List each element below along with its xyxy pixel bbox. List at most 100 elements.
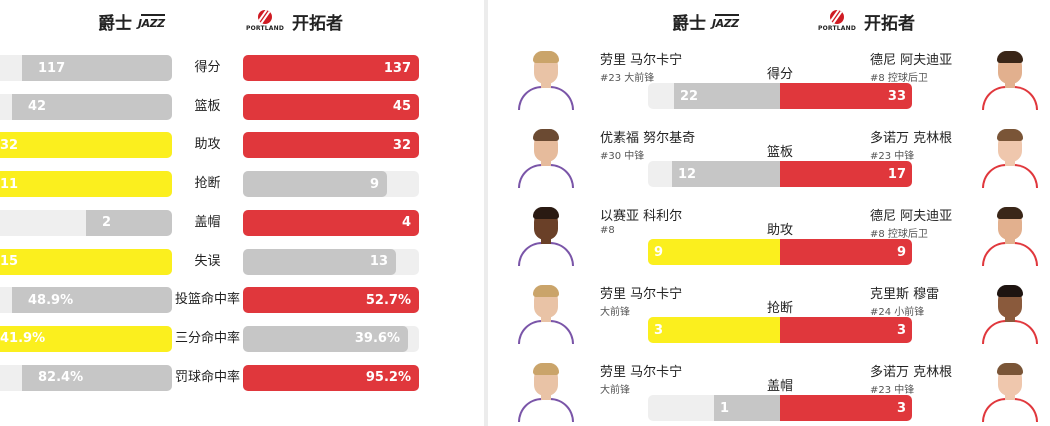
away-player-name[interactable]: 多诺万 克林根 bbox=[870, 365, 953, 380]
home-leader-bar: 22 bbox=[674, 83, 780, 109]
home-stat-bar: 82.4% bbox=[22, 364, 172, 391]
away-stat-bar: 9 bbox=[243, 171, 387, 198]
right-home-team-name: 爵士 bbox=[672, 13, 706, 34]
leader-row: 优素福 努尔基奇 #30 中锋 篮板 多诺万 克林根 #23 中锋 12 17 bbox=[510, 122, 1050, 200]
stat-label: 三分命中率 bbox=[174, 330, 240, 346]
home-player-meta: 大前锋 bbox=[600, 307, 630, 318]
portland-logo-icon: PORTLAND bbox=[818, 10, 856, 32]
away-player-name[interactable]: 德尼 阿夫迪亚 bbox=[870, 209, 953, 224]
stat-label: 罚球命中率 bbox=[174, 369, 240, 385]
away-player-name[interactable]: 克里斯 穆雷 bbox=[870, 287, 940, 302]
stat-row: 117 得分 137 bbox=[0, 55, 484, 81]
stat-row: 48.9% 投篮命中率 52.7% bbox=[0, 287, 484, 314]
home-stat-bar: 32 bbox=[0, 132, 172, 159]
collier-avatar bbox=[516, 206, 576, 266]
murray-avatar bbox=[980, 284, 1040, 344]
leader-stat-label: 盖帽 bbox=[766, 379, 793, 394]
home-leader-bar: 9 bbox=[648, 239, 780, 265]
home-leader-bar: 1 bbox=[714, 395, 780, 421]
away-leader-bar: 9 bbox=[780, 239, 912, 265]
markkanen-avatar bbox=[516, 50, 576, 110]
home-stat-bar: 42 bbox=[12, 93, 172, 120]
stat-row: 41.9% 三分命中率 39.6% bbox=[0, 325, 484, 352]
away-stat-bar: 13 bbox=[243, 248, 396, 275]
away-leader-bar: 3 bbox=[780, 317, 912, 343]
away-leader-bar: 33 bbox=[780, 83, 912, 109]
avdija-avatar bbox=[980, 50, 1040, 110]
home-player-name[interactable]: 劳里 马尔卡宁 bbox=[600, 287, 683, 302]
right-away-team-header: PORTLAND 开拓者 bbox=[818, 8, 915, 34]
stat-label: 失误 bbox=[194, 253, 221, 269]
leader-stat-label: 得分 bbox=[766, 67, 793, 82]
home-player-name[interactable]: 以赛亚 科利尔 bbox=[600, 209, 683, 224]
leader-stat-label: 篮板 bbox=[766, 145, 793, 160]
away-player-meta: #8 控球后卫 bbox=[870, 73, 928, 84]
stat-row: 32 助攻 32 bbox=[0, 132, 484, 159]
away-stat-bar: 137 bbox=[243, 55, 419, 81]
home-stat-bar: 117 bbox=[22, 55, 172, 81]
jazz-logo-icon: JAZZ bbox=[138, 13, 165, 29]
clingan-avatar bbox=[980, 362, 1040, 422]
away-leader-bar: 3 bbox=[780, 395, 912, 421]
stat-label: 篮板 bbox=[194, 98, 221, 114]
right-home-team-header: 爵士 JAZZ bbox=[672, 8, 739, 34]
home-player-name[interactable]: 劳里 马尔卡宁 bbox=[600, 53, 683, 68]
stat-label: 抢断 bbox=[194, 176, 221, 192]
away-stat-bar: 32 bbox=[243, 132, 419, 159]
stat-row: 11 抢断 9 bbox=[0, 171, 484, 198]
home-leader-bar: 12 bbox=[672, 161, 780, 187]
home-stat-bar: 48.9% bbox=[12, 287, 172, 314]
away-stat-bar: 45 bbox=[243, 93, 419, 120]
away-leader-bar: 17 bbox=[780, 161, 912, 187]
jazz-logo-icon: JAZZ bbox=[712, 13, 739, 29]
home-player-name[interactable]: 优素福 努尔基奇 bbox=[600, 131, 696, 146]
markkanen-avatar bbox=[516, 284, 576, 344]
away-player-name[interactable]: 多诺万 克林根 bbox=[870, 131, 953, 146]
stat-row: 2 盖帽 4 bbox=[0, 209, 484, 236]
away-player-meta: #23 中锋 bbox=[870, 151, 915, 162]
home-player-meta: #30 中锋 bbox=[600, 151, 645, 162]
leader-stat-label: 抢断 bbox=[766, 301, 793, 316]
away-player-meta: #24 小前锋 bbox=[870, 307, 925, 318]
portland-logo-icon: PORTLAND bbox=[246, 10, 284, 32]
clingan-avatar bbox=[980, 128, 1040, 188]
stat-row: 82.4% 罚球命中率 95.2% bbox=[0, 364, 484, 391]
avdija-avatar bbox=[980, 206, 1040, 266]
away-player-meta: #23 中锋 bbox=[870, 385, 915, 396]
stat-label: 得分 bbox=[194, 60, 221, 75]
leader-row: 劳里 马尔卡宁 大前锋 抢断 克里斯 穆雷 #24 小前锋 3 3 bbox=[510, 278, 1050, 356]
home-player-name[interactable]: 劳里 马尔卡宁 bbox=[600, 365, 683, 380]
markkanen-avatar bbox=[516, 362, 576, 422]
left-home-team-header: 爵士 JAZZ bbox=[98, 8, 165, 34]
leader-row: 以赛亚 科利尔 #8 助攻 德尼 阿夫迪亚 #8 控球后卫 9 9 bbox=[510, 200, 1050, 278]
home-player-meta: #8 bbox=[600, 225, 615, 236]
home-leader-bar: 3 bbox=[648, 317, 780, 343]
away-player-meta: #8 控球后卫 bbox=[870, 229, 928, 240]
panel-divider bbox=[484, 0, 488, 426]
left-away-team-name: 开拓者 bbox=[292, 13, 344, 34]
away-stat-bar: 39.6% bbox=[243, 325, 408, 352]
home-stat-bar: 15 bbox=[0, 248, 172, 275]
leader-row: 劳里 马尔卡宁大前锋 盖帽 多诺万 克林根 #23 中锋 1 3 bbox=[510, 356, 1050, 426]
home-player-meta: 大前锋 bbox=[600, 385, 630, 396]
away-stat-bar: 95.2% bbox=[243, 364, 419, 391]
home-player-meta: #23 大前锋 bbox=[600, 73, 655, 84]
stat-row: 15 失误 13 bbox=[0, 248, 484, 275]
away-stat-bar: 4 bbox=[243, 209, 419, 236]
leader-stat-label: 助攻 bbox=[766, 223, 793, 238]
stat-row: 42 篮板 45 bbox=[0, 93, 484, 120]
left-home-team-name: 爵士 bbox=[98, 13, 132, 34]
away-player-name[interactable]: 德尼 阿夫迪亚 bbox=[870, 53, 953, 68]
nurkic-avatar bbox=[516, 128, 576, 188]
stat-label: 助攻 bbox=[194, 137, 221, 153]
home-stat-bar: 2 bbox=[86, 209, 172, 236]
home-stat-bar: 11 bbox=[0, 171, 172, 198]
leader-row: 劳里 马尔卡宁 #23 大前锋 得分 德尼 阿夫迪亚 #8 控球后卫 22 33 bbox=[510, 44, 1050, 122]
stat-label: 投篮命中率 bbox=[174, 292, 240, 308]
right-away-team-name: 开拓者 bbox=[864, 13, 916, 34]
away-stat-bar: 52.7% bbox=[243, 287, 419, 314]
stat-label: 盖帽 bbox=[194, 214, 221, 230]
home-stat-bar: 41.9% bbox=[0, 325, 172, 352]
left-away-team-header: PORTLAND 开拓者 bbox=[246, 8, 343, 34]
